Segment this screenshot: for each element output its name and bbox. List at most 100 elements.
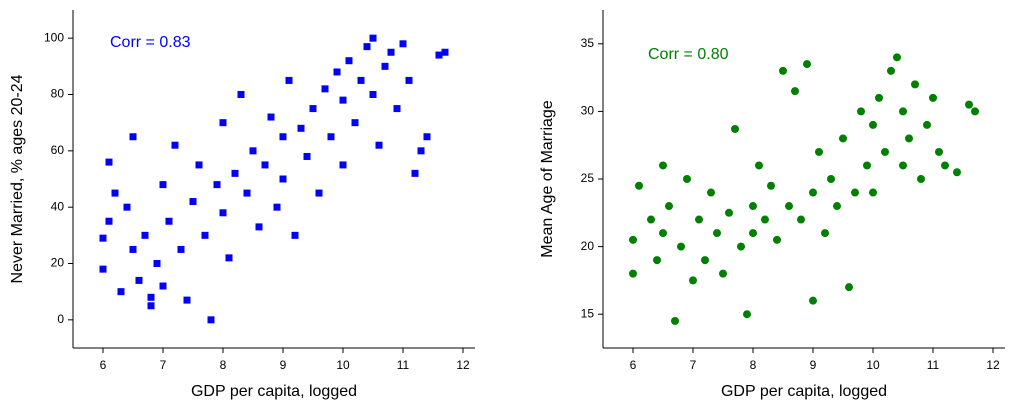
point (665, 202, 673, 211)
x-tick-label: 8 (220, 358, 227, 372)
point (791, 87, 799, 96)
point (387, 48, 395, 56)
y-tick-label: 20 (51, 256, 65, 270)
point (177, 245, 185, 253)
point (773, 235, 781, 244)
point (659, 229, 667, 238)
point (159, 282, 167, 290)
point (123, 203, 131, 211)
point (159, 181, 167, 189)
x-tick-label: 6 (100, 358, 107, 372)
point (929, 93, 937, 102)
x-tick-label: 12 (986, 358, 1000, 372)
x-tick-label: 12 (456, 358, 470, 372)
x-tick-label: 9 (280, 358, 287, 372)
point (809, 296, 817, 305)
point (767, 181, 775, 190)
point (695, 215, 703, 224)
point (821, 229, 829, 238)
point (189, 198, 197, 206)
point (237, 91, 245, 98)
point (629, 235, 637, 244)
y-tick-label: 40 (51, 199, 65, 213)
point (713, 229, 721, 238)
point (351, 119, 359, 127)
point (899, 161, 907, 170)
point (683, 175, 691, 183)
y-tick-label: 0 (57, 312, 64, 326)
x-tick-label: 10 (866, 358, 880, 372)
point (279, 175, 287, 183)
point (207, 316, 215, 324)
point (405, 76, 413, 84)
point (899, 107, 907, 116)
point (701, 256, 709, 265)
point (761, 215, 769, 224)
point (399, 40, 407, 48)
point (743, 310, 751, 319)
y-tick-label: 100 (44, 30, 64, 44)
point (147, 302, 155, 310)
point (971, 107, 979, 116)
point (195, 161, 203, 169)
annotation: Corr = 0.80 (648, 46, 729, 63)
point (249, 147, 257, 155)
point (677, 242, 685, 251)
point (339, 161, 347, 169)
point (243, 189, 251, 197)
x-tick-label: 8 (750, 358, 757, 372)
point (707, 188, 715, 197)
point (737, 242, 745, 251)
point (129, 133, 137, 141)
point (225, 254, 233, 262)
point (105, 217, 113, 225)
point (881, 147, 889, 156)
point (815, 147, 823, 156)
point (183, 296, 191, 304)
point (671, 316, 679, 325)
y-tick-label: 35 (581, 36, 595, 50)
point (309, 105, 317, 113)
y-tick-label: 60 (51, 143, 65, 157)
point (863, 161, 871, 170)
point (635, 181, 643, 190)
point (273, 203, 281, 211)
point (755, 161, 763, 170)
point (893, 53, 901, 62)
point (719, 269, 727, 278)
point (219, 209, 227, 217)
point (845, 283, 853, 292)
x-tick-label: 6 (630, 358, 637, 372)
point (129, 245, 137, 253)
point (285, 76, 293, 84)
x-tick-label: 10 (336, 358, 350, 372)
x-tick-label: 7 (690, 358, 697, 372)
point (797, 215, 805, 224)
point (833, 202, 841, 211)
y-tick-label: 15 (581, 306, 595, 320)
y-axis-label: Mean Age of Marriage (539, 100, 556, 258)
point (653, 256, 661, 265)
point (965, 100, 973, 109)
point (369, 91, 377, 98)
point (279, 133, 287, 141)
point (917, 175, 925, 183)
point (261, 161, 269, 169)
point (875, 93, 883, 102)
point (333, 68, 341, 76)
point (255, 223, 263, 231)
y-tick-label: 20 (581, 239, 595, 253)
point (381, 62, 389, 70)
point (111, 189, 119, 197)
point (857, 107, 865, 116)
point (689, 276, 697, 285)
x-axis-label: GDP per capita, logged (721, 383, 887, 400)
point (171, 141, 179, 149)
point (147, 293, 155, 301)
point (785, 202, 793, 211)
x-tick-label: 7 (160, 358, 167, 372)
point (213, 181, 221, 189)
point (99, 265, 107, 273)
point (315, 189, 323, 197)
